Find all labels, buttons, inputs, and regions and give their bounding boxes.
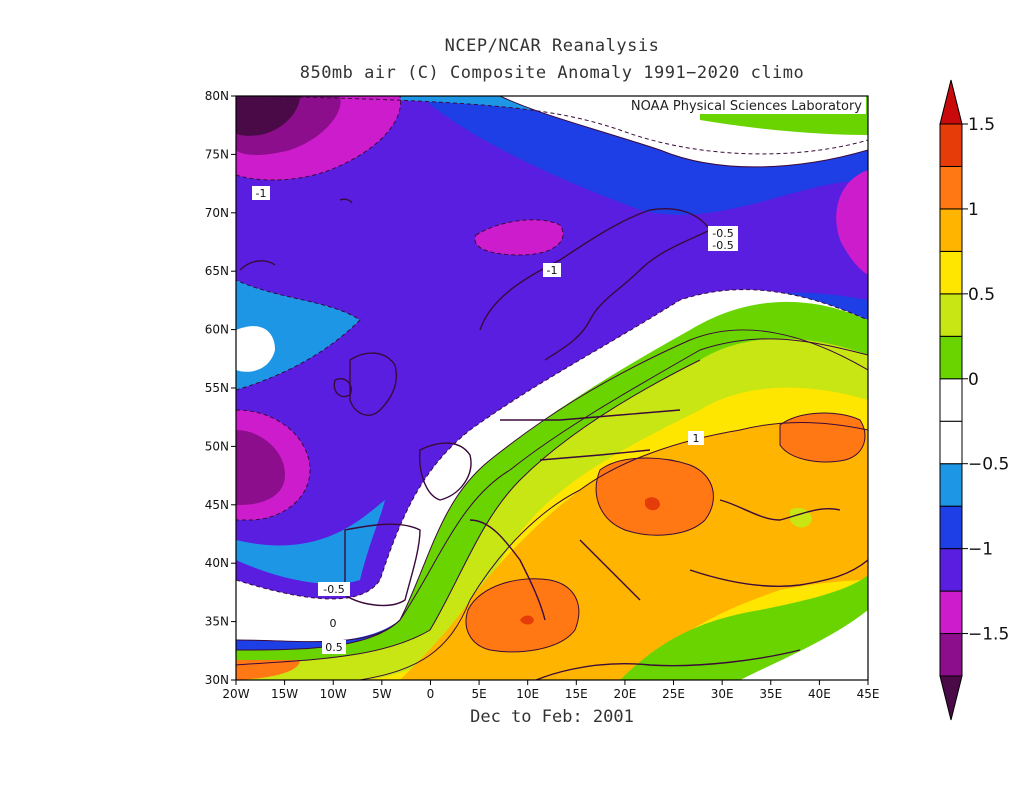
colorbar-swatch [939, 420, 963, 465]
chart-title: NCEP/NCAR Reanalysis [444, 36, 660, 56]
longitude-tick-label: 20E [613, 687, 636, 701]
colorbar-label: −1 [968, 540, 993, 560]
colorbar-swatch [939, 335, 963, 380]
latitude-tick-label: 60N [205, 323, 229, 337]
colorbar-swatch [939, 293, 963, 337]
colorbar-swatch [939, 378, 963, 422]
contour-label: -0.5 [712, 239, 733, 252]
credit-label: NOAA Physical Sciences Laboratory [631, 99, 862, 114]
colorbar-label: 1 [968, 200, 979, 220]
contour-label: -1 [256, 187, 267, 200]
longitude-tick-label: 25E [662, 687, 685, 701]
latitude-tick-label: 75N [205, 147, 229, 161]
colorbar-swatch [939, 633, 963, 677]
colorbar-min-arrow [939, 675, 963, 721]
colorbar-swatch [939, 165, 963, 210]
colorbar-swatch [939, 250, 963, 295]
colorbar-swatch [939, 590, 963, 635]
colorbar-swatch [939, 208, 963, 252]
latitude-axis: 30N 35N 40N 45N 50N 55N 60N 65N 70N 75N 80N [205, 89, 236, 687]
longitude-tick-label: 30E [711, 687, 734, 701]
contour-label: 0.5 [325, 641, 343, 654]
colorbar-max-arrow [939, 79, 963, 125]
longitude-tick-label: 15E [565, 687, 588, 701]
longitude-tick-label: 35E [759, 687, 782, 701]
contour-label: -1 [547, 264, 558, 277]
latitude-tick-label: 80N [205, 89, 229, 103]
colorbar-label: 1.5 [968, 115, 995, 135]
colorbar-swatch [939, 505, 963, 550]
contour-labels: -1 -1 -0.5 -0.5 1 -0.5 0 0.5 [252, 186, 738, 654]
colorbar-swatch [939, 123, 963, 167]
longitude-tick-label: 15W [271, 687, 298, 701]
contour-label: 0 [330, 617, 337, 630]
longitude-tick-label: 45E [857, 687, 880, 701]
latitude-tick-label: 70N [205, 206, 229, 220]
longitude-tick-label: 5E [471, 687, 486, 701]
latitude-tick-label: 50N [205, 439, 229, 453]
contour-label: -0.5 [323, 583, 344, 596]
longitude-tick-label: 40E [808, 687, 831, 701]
colorbar-label: −1.5 [968, 625, 1009, 645]
longitude-tick-label: 0 [427, 687, 435, 701]
anomaly-field: NOAA Physical Sciences Laboratory [236, 96, 868, 680]
longitude-tick-label: 20W [222, 687, 249, 701]
time-period-label: Dec to Feb: 2001 [470, 707, 634, 727]
chart-subtitle: 850mb air (C) Composite Anomaly 1991−202… [299, 63, 805, 83]
latitude-tick-label: 45N [205, 498, 229, 512]
latitude-tick-label: 65N [205, 264, 229, 278]
colorbar: 1.5 1 0.5 0 −0.5 −1 −1.5 [939, 79, 1009, 721]
latitude-tick-label: 35N [205, 615, 229, 629]
colorbar-label: 0.5 [968, 285, 995, 305]
latitude-tick-label: 40N [205, 556, 229, 570]
colorbar-swatch [939, 463, 963, 507]
colorbar-label: −0.5 [968, 455, 1009, 475]
contour-label: 1 [693, 432, 700, 445]
longitude-tick-label: 10E [516, 687, 539, 701]
latitude-tick-label: 30N [205, 673, 229, 687]
latitude-tick-label: 55N [205, 381, 229, 395]
colorbar-label: 0 [968, 370, 979, 390]
contour-label: -0.5 [712, 227, 733, 240]
longitude-tick-label: 5W [372, 687, 392, 701]
colorbar-swatch [939, 548, 963, 592]
longitude-axis: 20W 15W 10W 5W 0 5E 10E 15E 20E 25E 30E 35E 40E 45E [222, 680, 879, 701]
longitude-tick-label: 10W [320, 687, 347, 701]
